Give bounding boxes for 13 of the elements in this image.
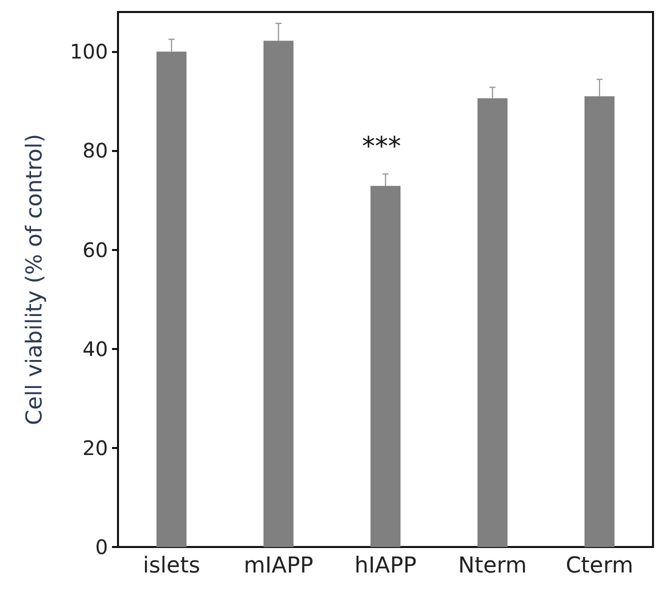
x-tick-label: islets: [142, 554, 200, 578]
y-tick-label: 20: [82, 436, 108, 460]
y-tick-label: 100: [70, 40, 108, 64]
y-axis-title: Cell viability (% of control): [22, 134, 48, 426]
y-tick-label: 60: [82, 238, 108, 262]
y-tick-label: 40: [82, 336, 108, 361]
x-tick-label: hIAPP: [354, 554, 417, 578]
x-tick-label: mIAPP: [244, 554, 314, 578]
y-tick-label: 80: [82, 138, 108, 163]
x-tick-label: Nterm: [458, 554, 527, 578]
annotation: ***: [362, 132, 401, 162]
y-tick-label: 0: [95, 535, 108, 559]
x-tick-label: Cterm: [566, 554, 634, 578]
